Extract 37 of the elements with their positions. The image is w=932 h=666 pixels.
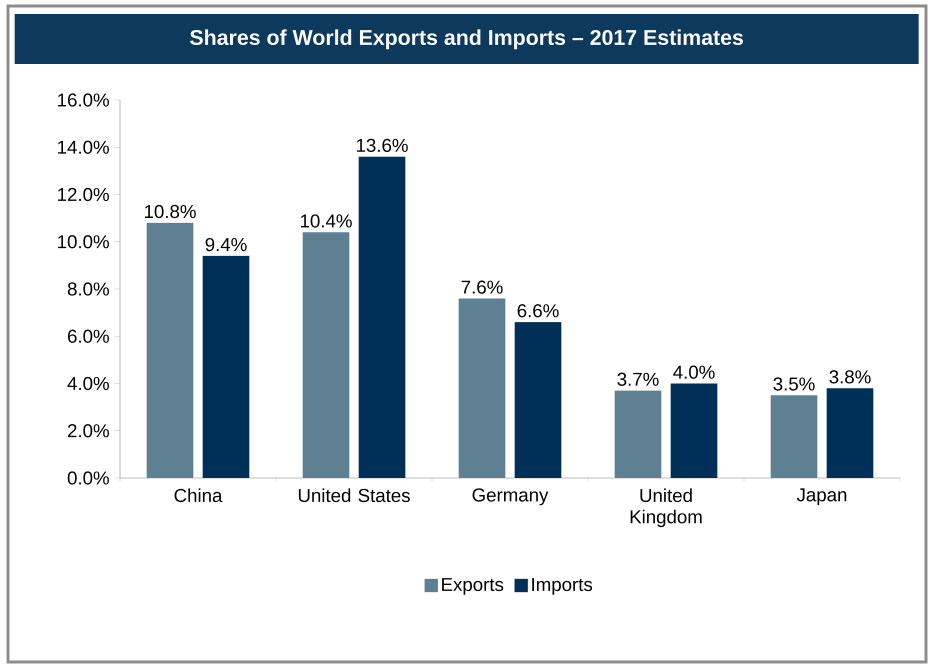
y-tick-label: 2.0% [68,424,109,438]
data-label: 9.4% [206,238,247,252]
bar [458,298,506,478]
data-label: 3.5% [773,377,815,391]
y-tick-label: 14.0% [58,140,109,154]
x-tick-label: Germany [472,488,548,506]
legend-label: Exports [442,578,504,595]
y-tick-label: 4.0% [67,376,109,390]
y-tick-label: 12.0% [58,188,109,202]
x-tick-label: Japan [796,488,846,506]
x-tick-label: United States [298,488,410,502]
chart-title: Shares of World Exports and Imports – 2017 Estimates [190,29,743,50]
data-label: 3.8% [829,370,871,384]
y-tick-label: 10.0% [58,235,109,248]
bar [146,222,194,478]
bar [202,256,250,478]
bar [514,322,562,478]
y-tick-label: 6.0% [68,330,109,343]
data-label: 13.6% [356,138,408,152]
data-label: 4.0% [673,366,715,379]
data-label: 7.6% [462,280,503,294]
legend-label: Imports [532,578,592,595]
x-tick-label: China [174,488,222,502]
y-tick-label: 0.0% [68,471,109,485]
bar [770,395,818,478]
data-label: 3.7% [617,372,659,386]
bar [670,383,718,478]
data-label: 10.4% [300,214,352,228]
bar [614,390,662,478]
data-label: 6.6% [518,304,559,318]
bar [826,388,874,478]
data-label: 10.8% [144,204,196,218]
y-tick-label: 8.0% [68,282,109,296]
y-tick-label: 16.0% [58,93,109,107]
bar [302,232,350,478]
x-tick-label: United Kingdom [630,488,702,528]
bar [358,156,406,478]
